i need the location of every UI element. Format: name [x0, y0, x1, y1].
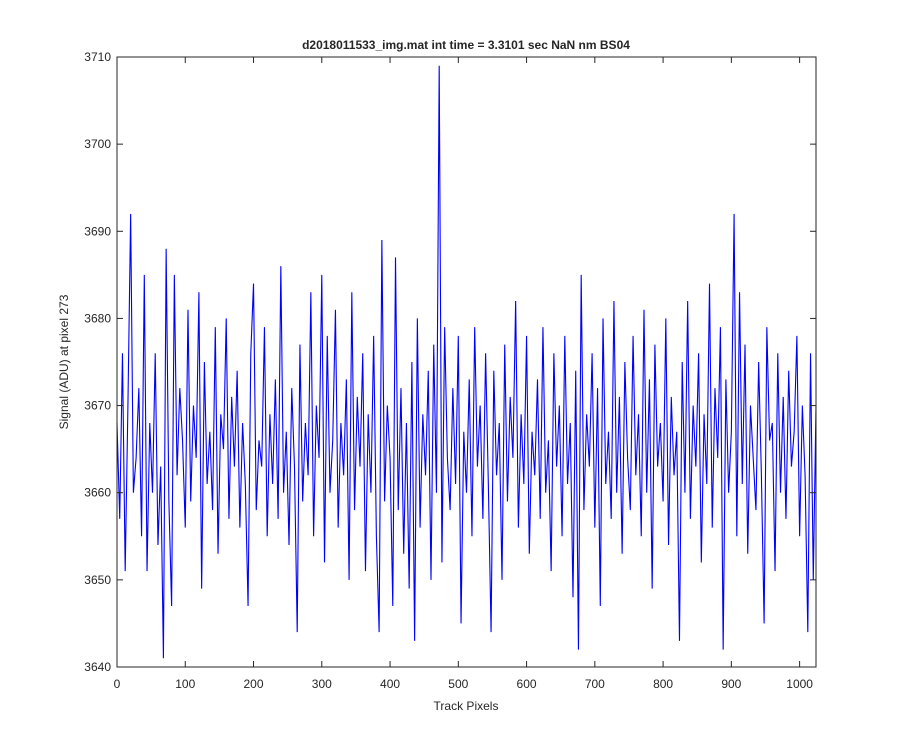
y-tick-label: 3680 — [84, 311, 111, 325]
x-tick-label: 200 — [244, 677, 264, 691]
x-tick-label: 1000 — [786, 677, 813, 691]
x-tick-label: 600 — [517, 677, 537, 691]
x-axis-label: Track Pixels — [434, 699, 499, 713]
y-tick-label: 3650 — [84, 573, 111, 587]
axes-box — [116, 56, 817, 668]
plot-area — [116, 65, 817, 659]
chart-title: d2018011533_img.mat int time = 3.3101 se… — [302, 38, 630, 52]
y-tick-label: 3640 — [84, 660, 111, 674]
data-line — [116, 65, 817, 659]
x-tick-label: 300 — [312, 677, 332, 691]
y-tick-label: 3660 — [84, 486, 111, 500]
y-tick-label: 3710 — [84, 50, 111, 64]
x-tick-label: 800 — [653, 677, 673, 691]
y-axis-label: Signal (ADU) at pixel 273 — [57, 294, 71, 429]
y-tick-label: 3670 — [84, 399, 111, 413]
x-tick-label: 0 — [114, 677, 121, 691]
x-tick-label: 500 — [448, 677, 468, 691]
x-tick-label: 400 — [380, 677, 400, 691]
y-tick-label: 3700 — [84, 137, 111, 151]
x-tick-label: 900 — [721, 677, 741, 691]
x-tick-label: 700 — [585, 677, 605, 691]
x-tick-label: 100 — [175, 677, 195, 691]
y-tick-label: 3690 — [84, 224, 111, 238]
